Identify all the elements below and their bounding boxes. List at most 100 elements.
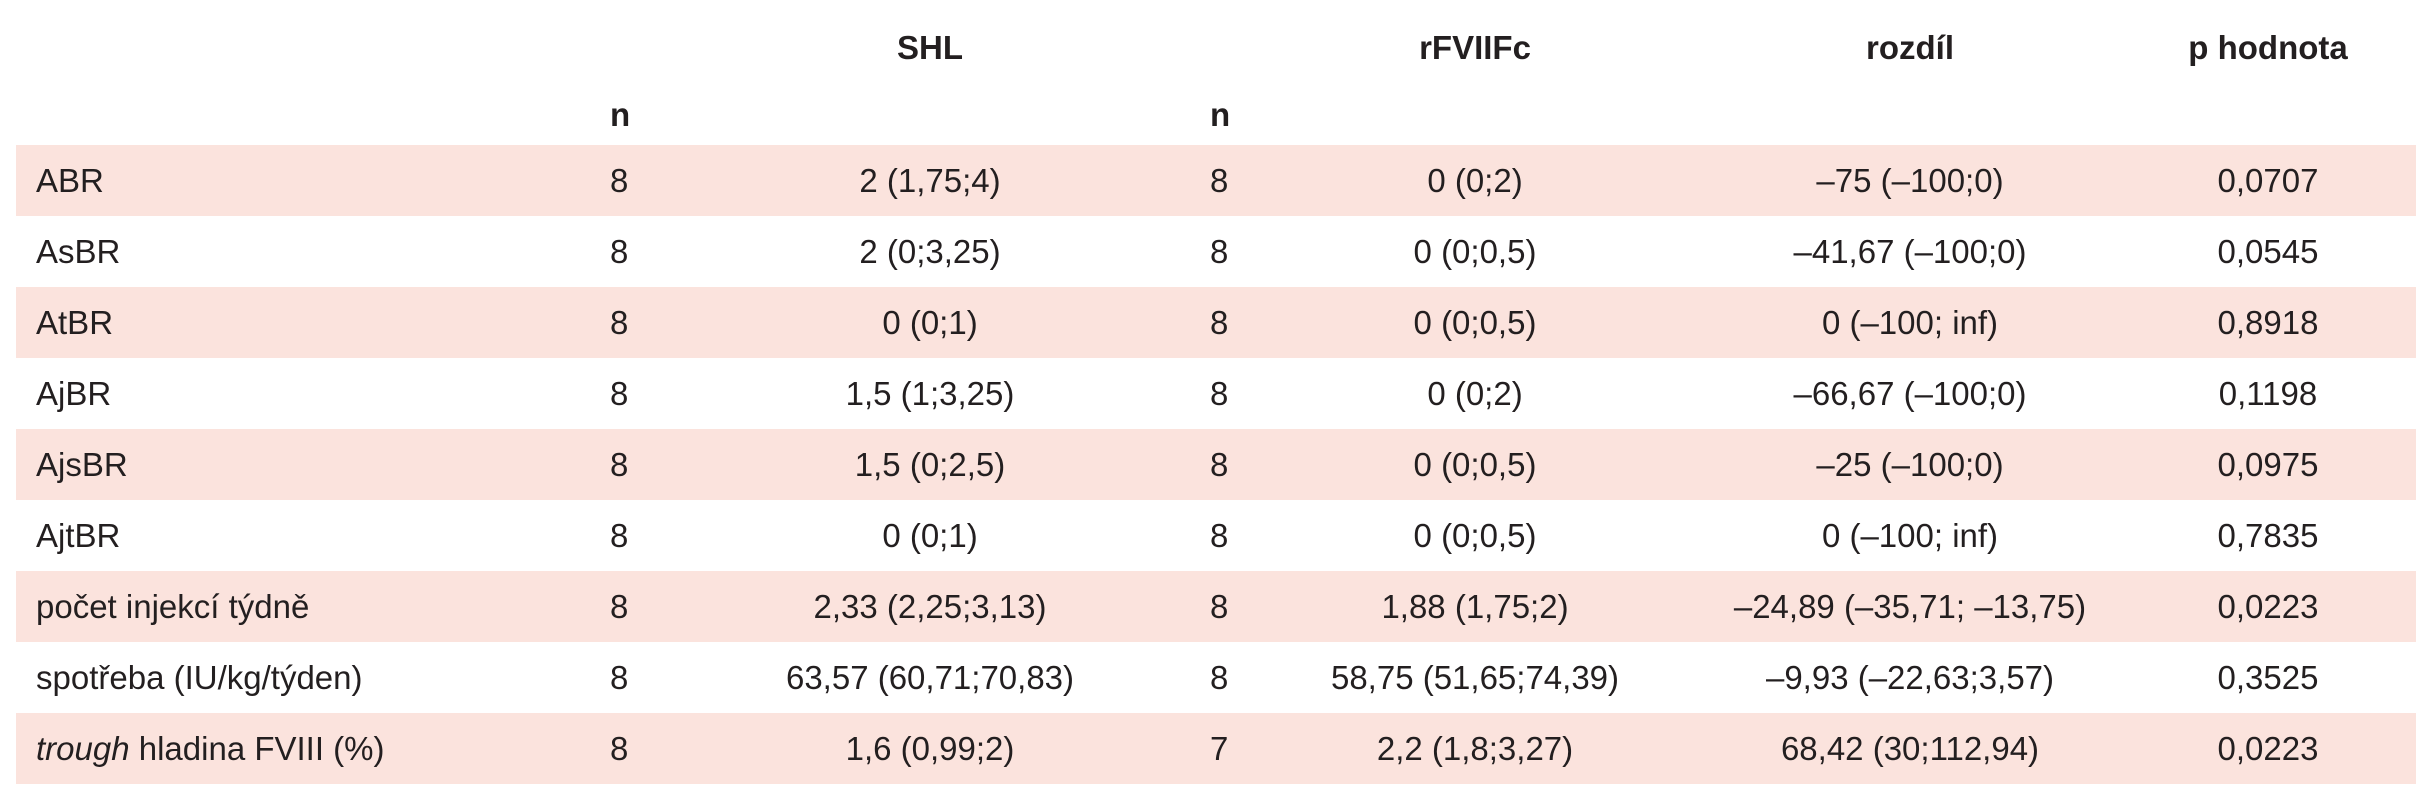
cell-rfviiifc-value: 0 (0;0,5)	[1413, 516, 1537, 554]
cell-n-rfviiifc: 8	[1210, 161, 1229, 199]
row-label-text: AjBR	[36, 374, 112, 412]
table-row: AjBR 8 1,5 (1;3,25) 8 0 (0;2) –66,67 (–100;0)…	[16, 358, 2416, 429]
cell-p-value: 0,0707	[2217, 161, 2319, 199]
header-p-value: p hodnota	[2188, 29, 2348, 66]
cell-rfviiifc-value: 0 (0;2)	[1427, 161, 1523, 199]
table-row: trough hladina FVIII (%) 8 1,6 (0,99;2) 7 2,…	[16, 713, 2416, 784]
cell-p-value: 0,7835	[2217, 516, 2319, 554]
cell-shl-value: 0 (0;1)	[882, 303, 978, 341]
cell-n-rfviiifc: 8	[1210, 445, 1229, 483]
subheader-blank	[1250, 84, 1700, 145]
subheader-blank	[650, 84, 1210, 145]
cell-p-value: 0,0545	[2217, 232, 2319, 270]
cell-n-rfviiifc: 8	[1210, 587, 1229, 625]
cell-p-value: 0,0975	[2217, 445, 2319, 483]
row-label: ABR	[16, 145, 610, 216]
cell-n-rfviiifc: 8	[1210, 658, 1229, 696]
cell-n-rfviiifc: 8	[1210, 374, 1229, 412]
table-row: ABR 8 2 (1,75;4) 8 0 (0;2) –75 (–100;0) 0,0707	[16, 145, 2416, 216]
cell-n-shl: 8	[610, 658, 629, 696]
cell-shl-value: 63,57 (60,71;70,83)	[785, 658, 1075, 696]
row-label: AjsBR	[16, 429, 610, 500]
cell-difference: –75 (–100;0)	[1816, 161, 2004, 199]
table-row: AsBR 8 2 (0;3,25) 8 0 (0;0,5) –41,67 (–100;0)…	[16, 216, 2416, 287]
cell-difference: 0 (–100; inf)	[1821, 303, 1999, 341]
cell-shl-value: 1,5 (0;2,5)	[854, 445, 1006, 483]
row-label: AjBR	[16, 358, 610, 429]
cell-shl-value: 2,33 (2,25;3,13)	[813, 587, 1047, 625]
subheader-row: n n	[16, 84, 2416, 145]
header-empty-n1	[610, 12, 650, 84]
row-label-text: AjsBR	[36, 445, 128, 483]
subheader-blank	[1700, 84, 2120, 145]
table-row: počet injekcí týdně 8 2,33 (2,25;3,13) 8 1,8…	[16, 571, 2416, 642]
cell-n-shl: 8	[610, 161, 629, 199]
subheader-empty	[16, 84, 610, 145]
cell-n-shl: 8	[610, 303, 629, 341]
row-label-text: AsBR	[36, 232, 121, 270]
cell-n-rfviiifc: 8	[1210, 303, 1229, 341]
table-row: spotřeba (IU/kg/týden) 8 63,57 (60,71;70,8…	[16, 642, 2416, 713]
cell-difference: –24,89 (–35,71; –13,75)	[1733, 587, 2087, 625]
cell-n-rfviiifc: 8	[1210, 516, 1229, 554]
cell-shl-value: 2 (1,75;4)	[859, 161, 1001, 199]
cell-difference: 0 (–100; inf)	[1821, 516, 1999, 554]
header-difference: rozdíl	[1866, 29, 1954, 66]
cell-difference: –25 (–100;0)	[1816, 445, 2004, 483]
row-label-text: AtBR	[36, 303, 114, 341]
table-row: AjsBR 8 1,5 (0;2,5) 8 0 (0;0,5) –25 (–100;0) 0…	[16, 429, 2416, 500]
subheader-blank	[2120, 84, 2416, 145]
row-label-text: počet injekcí týdně	[36, 587, 310, 625]
cell-difference: –9,93 (–22,63;3,57)	[1765, 658, 2055, 696]
row-label-text: ABR	[36, 161, 104, 199]
cell-p-value: 0,3525	[2217, 658, 2319, 696]
cell-n-shl: 8	[610, 516, 629, 554]
cell-n-rfviiifc: 7	[1210, 729, 1229, 767]
cell-difference: 68,42 (30;112,94)	[1780, 729, 2040, 767]
header-empty	[16, 12, 610, 84]
cell-p-value: 0,0223	[2217, 729, 2319, 767]
cell-shl-value: 1,5 (1;3,25)	[845, 374, 1015, 412]
header-empty-n2	[1210, 12, 1250, 84]
header-shl: SHL	[897, 29, 963, 66]
cell-n-rfviiifc: 8	[1210, 232, 1229, 270]
cell-n-shl: 8	[610, 729, 629, 767]
cell-n-shl: 8	[610, 587, 629, 625]
cell-rfviiifc-value: 2,2 (1,8;3,27)	[1376, 729, 1574, 767]
table-row: AjtBR 8 0 (0;1) 8 0 (0;0,5) 0 (–100; inf) 0,78…	[16, 500, 2416, 571]
cell-rfviiifc-value: 0 (0;2)	[1427, 374, 1523, 412]
row-label-text: AjtBR	[36, 516, 121, 554]
row-label: AsBR	[16, 216, 610, 287]
cell-difference: –41,67 (–100;0)	[1793, 232, 2027, 270]
subheader-n-rfviiifc: n	[1210, 95, 1231, 133]
cell-n-shl: 8	[610, 232, 629, 270]
cell-rfviiifc-value: 0 (0;0,5)	[1413, 445, 1537, 483]
cell-p-value: 0,0223	[2217, 587, 2319, 625]
row-label: spotřeba (IU/kg/týden)	[16, 642, 610, 713]
row-label: AjtBR	[16, 500, 610, 571]
cell-n-shl: 8	[610, 445, 629, 483]
table-row: AtBR 8 0 (0;1) 8 0 (0;0,5) 0 (–100; inf) 0,891…	[16, 287, 2416, 358]
cell-difference: –66,67 (–100;0)	[1793, 374, 2027, 412]
cell-rfviiifc-value: 0 (0;0,5)	[1413, 232, 1537, 270]
row-label-text: hladina FVIII (%)	[129, 729, 385, 767]
row-label-text: spotřeba (IU/kg/týden)	[36, 658, 363, 696]
header-rfviiifc: rFVIIFc	[1419, 29, 1531, 66]
cell-p-value: 0,8918	[2217, 303, 2319, 341]
cell-p-value: 0,1198	[2218, 374, 2318, 412]
subheader-n-shl: n	[610, 95, 631, 133]
cell-rfviiifc-value: 1,88 (1,75;2)	[1381, 587, 1569, 625]
row-label: AtBR	[16, 287, 610, 358]
cell-n-shl: 8	[610, 374, 629, 412]
cell-rfviiifc-value: 58,75 (51,65;74,39)	[1330, 658, 1620, 696]
header-row: SHL rFVIIFc rozdíl p hodnota	[16, 12, 2416, 84]
row-label-italic: trough	[36, 729, 130, 767]
cell-shl-value: 2 (0;3,25)	[859, 232, 1001, 270]
cell-rfviiifc-value: 0 (0;0,5)	[1413, 303, 1537, 341]
row-label: počet injekcí týdně	[16, 571, 610, 642]
row-label: trough hladina FVIII (%)	[16, 713, 610, 784]
results-table: SHL rFVIIFc rozdíl p hodnota n n ABR 8 2 (…	[16, 12, 2416, 784]
cell-shl-value: 0 (0;1)	[882, 516, 978, 554]
cell-shl-value: 1,6 (0,99;2)	[845, 729, 1015, 767]
